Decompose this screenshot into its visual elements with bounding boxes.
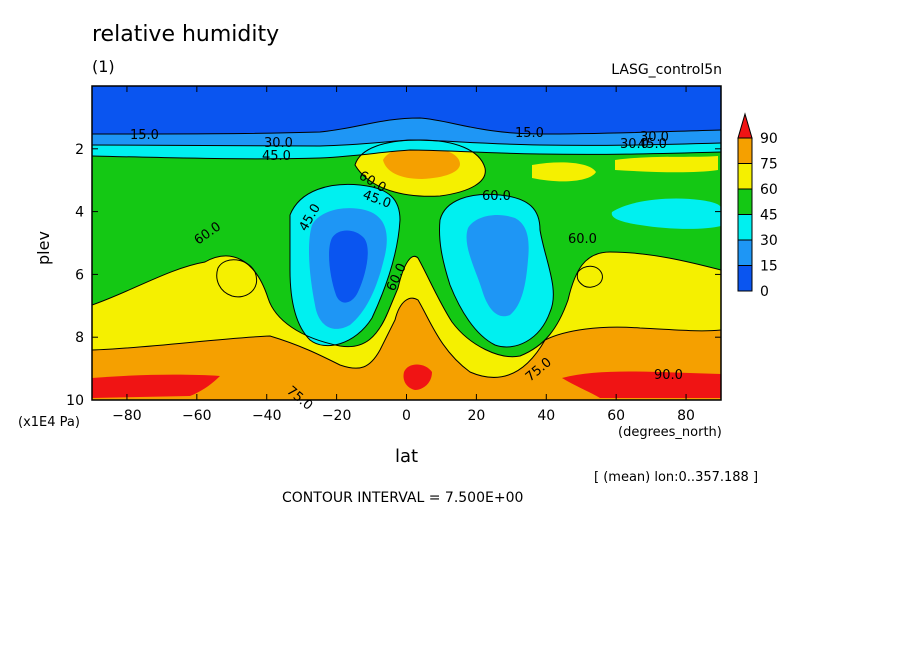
fill-15-30-top — [92, 118, 721, 146]
contour-label: 90.0 — [654, 368, 683, 383]
contour-label: 15.0 — [130, 128, 159, 143]
y-tick-label: 2 — [75, 142, 84, 158]
colorbar-label: 90 — [760, 131, 778, 147]
colorbar-swatch — [737, 239, 753, 266]
contour-label: 30.0 — [640, 130, 669, 145]
fill-0-15-left — [329, 230, 368, 303]
plot-fill — [91, 85, 722, 401]
colorbar-label: 60 — [760, 182, 778, 198]
fill-0-15-top — [92, 86, 721, 134]
fill-60-75 — [92, 252, 721, 378]
colorbar-swatch — [737, 163, 753, 190]
x-unit-label: (degrees_north) — [618, 425, 722, 440]
contour-label: 45.0 — [262, 149, 291, 164]
x-tick-label: 80 — [677, 408, 695, 424]
contour-label: 30.0 — [620, 137, 649, 152]
x-axis-ticks: −80 −60 −40 −20 0 20 40 60 80 — [112, 86, 695, 424]
contour-lines — [91, 117, 722, 378]
contour-label: 15.0 — [515, 126, 544, 141]
fill-90-left — [92, 374, 220, 398]
y-tick-label: 10 — [66, 393, 84, 409]
colorbar-label: 15 — [760, 259, 778, 275]
run-name-label: LASG_control5n — [611, 62, 722, 78]
fill-75-90-upper — [383, 146, 460, 179]
x-tick-label: −60 — [182, 408, 212, 424]
y-tick-label: 6 — [75, 267, 84, 283]
y-tick-label: 4 — [75, 205, 84, 221]
colorbar-label: 75 — [760, 157, 778, 173]
y-tick-label: 8 — [75, 330, 84, 346]
colorbar-swatch — [737, 214, 753, 241]
colorbar-label: 30 — [760, 233, 778, 249]
x-tick-label: 20 — [467, 408, 485, 424]
fill-75-90 — [92, 298, 721, 400]
colorbar-label: 0 — [760, 284, 769, 300]
colorbar-swatch — [737, 265, 753, 292]
fill-60-75-right — [532, 156, 718, 182]
contour-label: 45.0 — [638, 137, 667, 152]
contour-label: 60.0 — [568, 232, 597, 247]
contour-interval-label: CONTOUR INTERVAL = 7.500E+00 — [282, 490, 524, 506]
y-axis-ticks: 2 4 6 8 10 — [66, 142, 721, 409]
fill-90-center — [403, 364, 432, 390]
chart-title: relative humidity — [92, 22, 280, 47]
colorbar-label: 45 — [760, 208, 778, 224]
x-tick-label: −40 — [252, 408, 282, 424]
x-tick-label: −20 — [322, 408, 352, 424]
contour-label: 60.0 — [482, 189, 511, 204]
mean-info-label: [ (mean) lon:0..357.188 ] — [594, 470, 759, 485]
colorbar-swatch — [737, 137, 753, 164]
x-tick-label: −80 — [112, 408, 142, 424]
x-tick-label: 0 — [402, 408, 411, 424]
x-tick-label: 40 — [537, 408, 555, 424]
colorbar-triangle — [737, 112, 753, 139]
y-unit-label: (x1E4 Pa) — [18, 415, 80, 430]
colorbar-swatch — [737, 188, 753, 215]
x-axis-label: lat — [395, 446, 419, 467]
fill-30-45-far-right — [611, 198, 721, 229]
chart-subtitle: (1) — [92, 57, 115, 76]
x-tick-label: 60 — [607, 408, 625, 424]
fill-15-30-right — [466, 215, 529, 317]
fill-90-right — [562, 371, 721, 398]
colorbar: 90 75 60 45 30 15 0 — [737, 112, 778, 300]
contour-label: 30.0 — [264, 136, 293, 151]
